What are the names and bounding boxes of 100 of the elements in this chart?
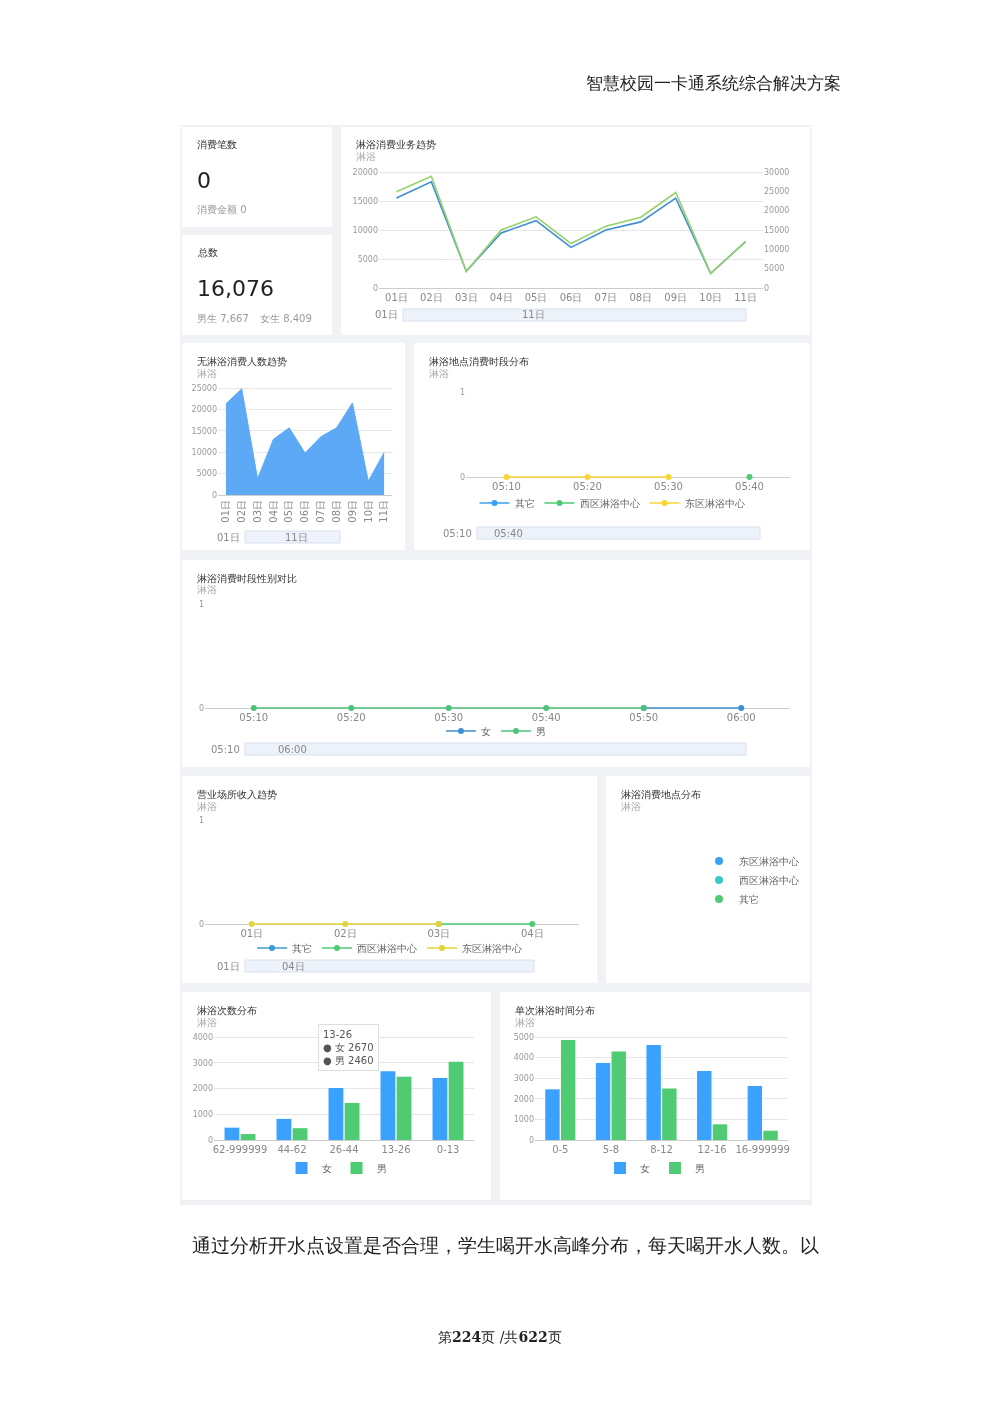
x-tick-label: 02日 [419, 292, 443, 303]
chart-subtitle: 淋浴 [356, 151, 376, 162]
x-tick-label: 05:40 [531, 712, 561, 723]
y2-tick-label: 30000 [764, 167, 790, 177]
text: 女生 8,409 [260, 313, 312, 324]
y-tick-label: 1000 [513, 1115, 534, 1125]
category-label: 其它 [739, 893, 759, 905]
x-tick-label: 05:20 [573, 481, 602, 492]
x-tick-label: 0-13 [436, 1144, 460, 1155]
text: 05:10 [443, 528, 472, 539]
text: 智慧校园一卡通系统综合解决方案 [586, 73, 841, 93]
y-tick-label: 10000 [352, 225, 378, 235]
y-tick-label: 0 [211, 490, 217, 500]
bar [646, 1045, 661, 1140]
x-tick-label: 62-999999 [212, 1144, 268, 1155]
legend-label: 东区淋浴中心 [462, 942, 522, 954]
text: 消费笔数 [197, 139, 237, 150]
y2-tick-label: 10000 [764, 245, 790, 255]
text: 04日 [282, 961, 305, 972]
legend-label: 西区淋浴中心 [357, 942, 417, 954]
x-tick-label: 03日 [251, 500, 263, 523]
y-tick-label: 0 [207, 1135, 213, 1145]
chart-title: 单次淋浴时间分布 [515, 1005, 595, 1016]
y-tick-label: 15000 [352, 196, 378, 206]
text: 总数 [197, 247, 218, 258]
y-tick-label: 1 [459, 387, 465, 397]
bar [712, 1124, 728, 1140]
x-tick-label: 44-62 [277, 1144, 307, 1155]
chart-title: 淋浴次数分布 [197, 1005, 257, 1016]
text: 淋浴消费地点分布 [621, 789, 701, 800]
x-tick-label: 12-16 [697, 1144, 727, 1155]
text: 05:40 [494, 528, 523, 539]
x-tick-label: 05:10 [239, 712, 269, 723]
bar [328, 1087, 344, 1140]
chart-subtitle: 淋浴 [429, 368, 449, 379]
x-tick-label: 06:00 [726, 712, 756, 723]
y-tick-label: 4000 [513, 1053, 534, 1063]
legend-label: 男 [695, 1162, 705, 1174]
y-tick-label: 1 [198, 815, 204, 825]
x-tick-label: 26-44 [329, 1144, 359, 1155]
x-tick-label: 04日 [267, 500, 279, 523]
bar [662, 1088, 677, 1140]
x-tick-label: 07日 [315, 500, 327, 523]
x-tick-label: 06日 [299, 500, 311, 523]
x-tick-label: 05日 [524, 292, 548, 303]
x-tick-label: 09日 [664, 292, 688, 303]
x-tick-label: 13-26 [381, 1144, 411, 1155]
legend-label: 东区淋浴中心 [684, 497, 745, 509]
x-tick-label: 16-999999 [735, 1144, 790, 1155]
x-tick-label: 01日 [240, 928, 264, 939]
text: 16,076 [197, 276, 274, 301]
legend-label: 其它 [292, 942, 312, 954]
bar [396, 1076, 412, 1140]
category-label: 西区淋浴中心 [739, 874, 799, 886]
y-tick-label: 4000 [192, 1032, 213, 1042]
y-tick-label: 1 [198, 599, 204, 609]
x-tick-label: 03日 [427, 928, 451, 939]
bar [697, 1070, 712, 1140]
y-tick-label: 5000 [196, 469, 217, 479]
y-tick-label: 3000 [513, 1074, 534, 1083]
y2-tick-label: 0 [764, 283, 770, 293]
legend-label: 女 [481, 725, 491, 737]
legend-label: 女 [640, 1162, 650, 1174]
x-tick-label: 10日 [699, 292, 723, 303]
y-tick-label: 20000 [191, 405, 217, 415]
x-tick-label: 04日 [489, 292, 513, 303]
category-label: 东区淋浴中心 [739, 855, 799, 867]
y2-tick-label: 5000 [764, 264, 785, 274]
chart-title: 淋浴消费业务趋势 [356, 139, 436, 150]
x-tick-label: 06日 [559, 292, 583, 303]
y-tick-label: 0 [372, 283, 378, 293]
y2-tick-label: 15000 [764, 225, 790, 235]
text: 06:00 [278, 744, 307, 755]
y-tick-label: 5000 [357, 254, 378, 264]
y-tick-label: 3000 [192, 1058, 213, 1068]
y-tick-label: 20000 [352, 167, 378, 177]
legend-label: 女 [321, 1162, 332, 1174]
y-tick-label: 1000 [192, 1110, 213, 1120]
bar [747, 1086, 763, 1140]
x-tick-label: 05:40 [735, 481, 764, 492]
chart-title: 营业场所收入趋势 [197, 789, 277, 800]
x-tick-label: 02日 [235, 500, 247, 523]
text: 01日 [217, 532, 240, 543]
text: 消费金额 0 [197, 204, 247, 215]
legend-label: 男 [536, 725, 546, 737]
y-tick-label: 5000 [513, 1032, 534, 1042]
x-tick-label: 08日 [330, 500, 342, 523]
chart-subtitle: 淋浴 [197, 368, 217, 379]
bar [292, 1128, 308, 1140]
bar [224, 1127, 240, 1140]
x-tick-label: 8-12 [650, 1144, 673, 1155]
y-tick-label: 2000 [513, 1094, 534, 1104]
x-tick-label: 02日 [333, 928, 357, 939]
bar [380, 1071, 396, 1140]
text: 01日 [217, 961, 240, 972]
chart-subtitle: 淋浴 [515, 1017, 535, 1028]
x-tick-label: 09日 [346, 500, 358, 523]
text: 11日 [522, 309, 545, 320]
bar [560, 1039, 576, 1140]
x-tick-label: 11日 [378, 500, 390, 523]
